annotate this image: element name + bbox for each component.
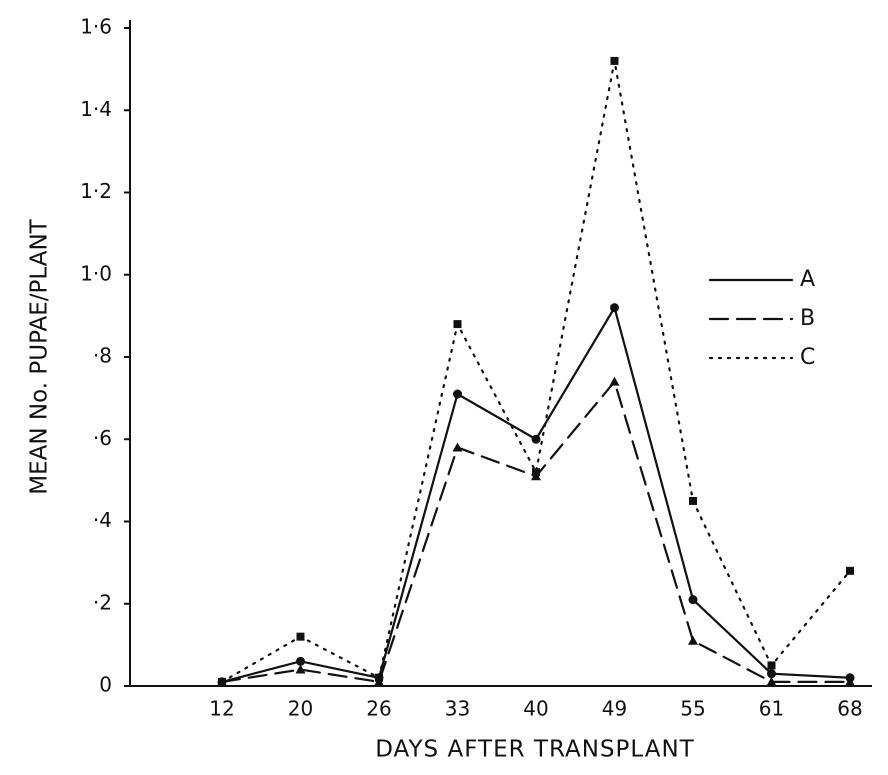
point (218, 677, 226, 686)
x-tick-label: 33 (445, 697, 470, 721)
point (296, 632, 305, 641)
x-tick-label: 61 (759, 697, 784, 721)
point (295, 664, 306, 674)
point (846, 566, 854, 575)
y-tick-label: 0 (99, 673, 112, 697)
x-tick-label: 40 (523, 697, 548, 721)
x-tick-label: 49 (602, 697, 627, 721)
y-tick-label: ·2 (93, 590, 112, 614)
y-tick-label: 1·4 (80, 97, 112, 121)
x-tick-label: 20 (288, 697, 313, 721)
x-tick-label: 12 (209, 697, 234, 721)
point (688, 635, 698, 645)
point (375, 673, 383, 682)
point (767, 661, 776, 670)
point (452, 442, 463, 452)
legend-label: B (800, 306, 815, 331)
point (688, 595, 698, 605)
y-tick-label: 1·0 (80, 261, 112, 285)
y-axis-label: MEAN No. PUPAE/PLANT (27, 218, 53, 494)
x-tick-label: 68 (837, 697, 862, 721)
point (453, 389, 462, 399)
point (610, 303, 619, 313)
x-tick-label: 26 (366, 697, 391, 721)
y-tick-label: 1·6 (80, 15, 112, 39)
point (609, 376, 620, 386)
y-tick-label: ·6 (93, 426, 112, 450)
legend-label: A (800, 267, 815, 292)
point (766, 676, 777, 686)
x-axis-label: DAYS AFTER TRANSPLANT (375, 737, 694, 763)
series-line (220, 60, 852, 683)
y-tick-label: ·4 (93, 508, 112, 532)
series-line (220, 304, 852, 683)
point (531, 434, 541, 444)
point (296, 656, 305, 666)
legend-label: C (800, 345, 815, 370)
series-line (220, 379, 852, 684)
point (689, 496, 697, 505)
point (767, 669, 776, 679)
point (845, 676, 855, 686)
point (453, 320, 462, 329)
y-tick-label: ·8 (93, 344, 112, 368)
point (610, 56, 619, 65)
x-tick-label: 55 (680, 697, 705, 721)
point (532, 468, 540, 477)
y-tick-label: 1·2 (80, 179, 112, 203)
